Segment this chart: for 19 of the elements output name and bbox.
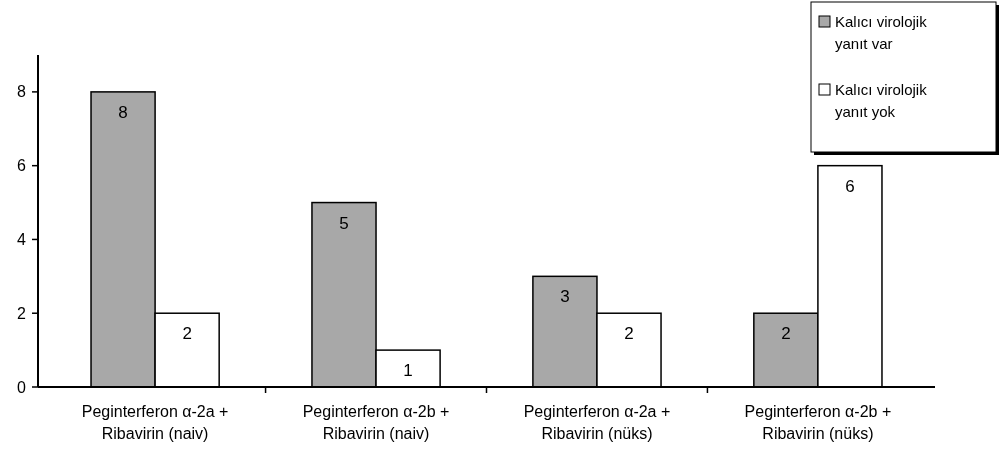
- y-tick-label: 2: [17, 304, 27, 322]
- data-label: 5: [339, 213, 349, 233]
- data-label: 6: [845, 176, 855, 196]
- y-tick-label: 8: [17, 83, 27, 101]
- data-label: 8: [118, 102, 128, 122]
- data-label: 2: [781, 324, 791, 344]
- y-tick-label: 0: [17, 378, 27, 396]
- y-tick-label: 4: [17, 231, 27, 249]
- y-tick-label: 6: [17, 157, 27, 175]
- data-label: 3: [560, 287, 570, 307]
- x-tick-label: Peginterferon α-2b + Ribavirin (nüks): [744, 403, 892, 442]
- legend-label: Kalıcı virolojik yanıt yok: [835, 81, 928, 120]
- data-label: 2: [624, 324, 634, 344]
- x-tick-label: Peginterferon α-2a + Ribavirin (naiv): [81, 403, 229, 442]
- data-label: 1: [403, 361, 413, 381]
- x-tick-label: Peginterferon α-2a + Ribavirin (nüks): [523, 403, 671, 442]
- data-label: 2: [182, 324, 192, 344]
- x-tick-label: Peginterferon α-2b + Ribavirin (naiv): [302, 403, 450, 442]
- legend-label: Kalıcı virolojik yanıt var: [835, 13, 928, 52]
